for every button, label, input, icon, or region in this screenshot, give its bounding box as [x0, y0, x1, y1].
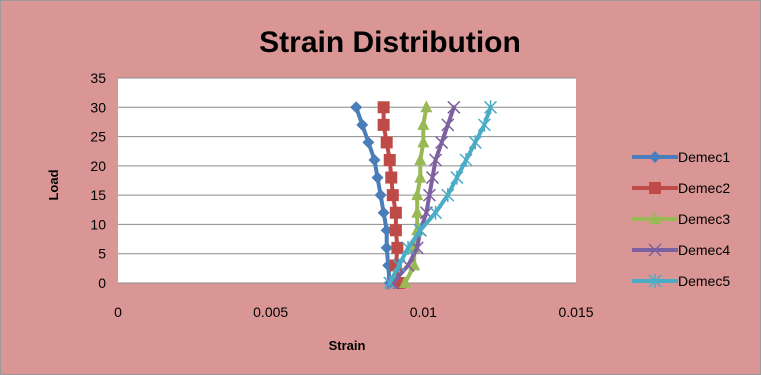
series-layer: [350, 100, 498, 290]
data-point: [399, 276, 412, 288]
x-axis-label: Strain: [329, 338, 366, 353]
data-point: [386, 276, 400, 290]
legend-item: Demec3: [632, 211, 730, 227]
data-point: [414, 170, 427, 183]
data-point: [380, 241, 393, 254]
y-tick-label: 5: [98, 246, 106, 262]
data-point: [401, 258, 415, 272]
data-point: [459, 153, 473, 167]
y-tick-label: 25: [90, 129, 106, 145]
x-tick-label: 0: [114, 304, 122, 320]
data-point: [408, 258, 421, 271]
data-point: [483, 100, 498, 115]
data-point: [450, 170, 464, 185]
y-tick-labels: 0 5 10 15 20 25 30 35: [90, 70, 106, 291]
data-point: [368, 154, 381, 166]
data-point: [401, 240, 415, 255]
y-tick-label: 10: [90, 216, 106, 232]
data-point: [371, 171, 384, 184]
data-point: [435, 135, 449, 149]
data-point: [420, 100, 433, 113]
legend: Demec1 Demec2 Demec3 Demec4 Demec5: [632, 149, 730, 289]
data-point: [468, 135, 482, 150]
data-point: [417, 117, 430, 130]
data-point: [447, 100, 461, 114]
y-tick-label: 15: [90, 187, 106, 203]
data-point: [429, 153, 443, 167]
data-point: [377, 206, 390, 219]
data-point: [389, 224, 402, 237]
gridlines: [118, 77, 576, 284]
legend-label: Demec2: [678, 180, 730, 196]
data-point: [649, 151, 661, 163]
data-point: [411, 205, 424, 218]
data-point: [392, 258, 406, 273]
data-point: [648, 274, 662, 288]
data-point: [386, 189, 399, 202]
y-tick-label: 0: [98, 275, 106, 291]
data-point: [385, 171, 398, 184]
data-point: [350, 101, 363, 114]
data-point: [383, 154, 396, 166]
legend-item: Demec4: [632, 242, 730, 258]
chart-title: Strain Distribution: [259, 26, 521, 59]
y-axis-label: Load: [46, 169, 61, 200]
data-point: [425, 171, 440, 185]
x-tick-label: 0.01: [410, 304, 437, 320]
data-point: [362, 136, 375, 149]
data-point: [422, 188, 436, 202]
series-demec5: [383, 100, 498, 290]
x-tick-labels: 0 0.005 0.01 0.015: [114, 304, 594, 320]
data-point: [383, 276, 397, 290]
legend-label: Demec5: [678, 273, 730, 289]
data-point: [648, 243, 662, 257]
legend-item: Demec2: [632, 180, 730, 196]
data-point: [356, 118, 369, 131]
legend-item: Demec5: [632, 273, 730, 289]
data-point: [411, 188, 424, 201]
data-point: [380, 224, 393, 237]
data-point: [374, 189, 387, 202]
data-point: [377, 118, 390, 131]
data-point: [414, 153, 427, 165]
data-point: [391, 241, 404, 254]
data-point: [649, 212, 661, 224]
legend-label: Demec3: [678, 211, 730, 227]
data-point: [377, 101, 390, 114]
plot-area: [118, 78, 576, 283]
y-tick-label: 35: [90, 70, 106, 86]
x-tick-label: 0.005: [253, 304, 288, 320]
data-point: [380, 136, 393, 149]
data-point: [441, 118, 455, 132]
y-tick-label: 20: [90, 158, 106, 174]
data-point: [417, 135, 430, 148]
legend-item: Demec1: [632, 149, 730, 165]
x-tick-label: 0.015: [558, 304, 593, 320]
legend-label: Demec4: [678, 242, 730, 258]
data-point: [441, 188, 455, 203]
data-point: [413, 223, 427, 238]
data-point: [649, 182, 661, 194]
legend-label: Demec1: [678, 149, 730, 165]
y-tick-label: 30: [90, 99, 106, 115]
data-point: [429, 205, 443, 220]
data-point: [389, 206, 402, 219]
data-point: [477, 117, 491, 132]
